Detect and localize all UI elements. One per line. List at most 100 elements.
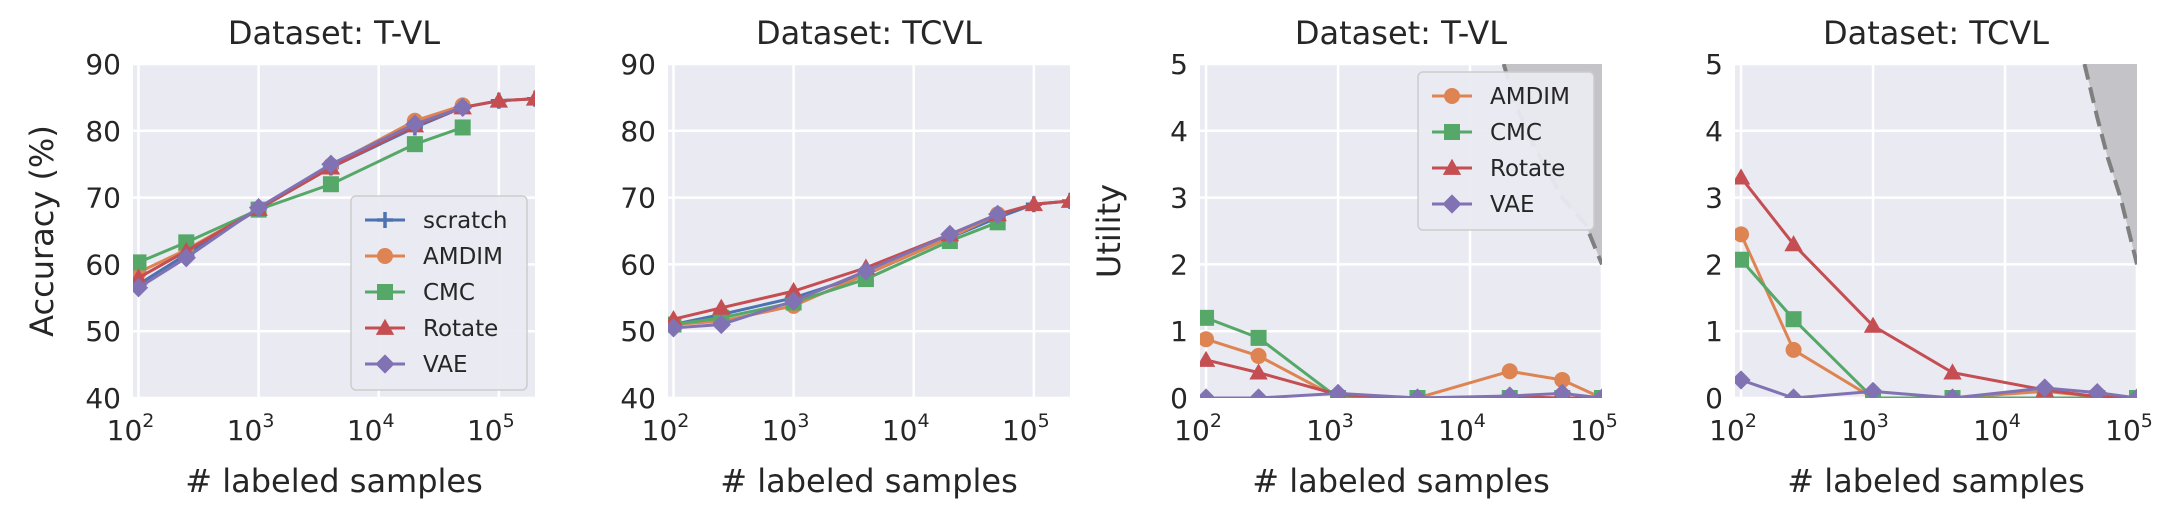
x-tick-label: 102	[1174, 410, 1222, 447]
x-tick-label: 104	[347, 410, 395, 447]
data-point	[2127, 388, 2137, 398]
series-line	[137, 106, 464, 290]
series-vae	[1200, 383, 1602, 398]
data-point	[176, 248, 196, 268]
plot-area	[668, 64, 1070, 398]
data-point	[453, 97, 473, 118]
legend-marker	[1444, 88, 1460, 104]
x-tick-label: 102	[1709, 410, 1757, 447]
y-tick-label: 40	[85, 382, 121, 415]
data-point	[1942, 388, 1963, 398]
data-point	[784, 281, 803, 299]
y-tick-label: 2	[1705, 248, 1723, 281]
data-point	[1328, 383, 1348, 398]
y-tick-label: 60	[620, 248, 656, 281]
data-point	[940, 224, 960, 244]
data-point	[1200, 331, 1215, 348]
y-axis-label: Utility	[1090, 184, 1128, 278]
data-point	[1249, 363, 1268, 380]
data-point	[322, 176, 339, 193]
data-point	[1500, 386, 1520, 398]
legend-label: scratch	[423, 208, 507, 234]
chart-panel-2: 40 50 60 70 80 90 102 103 104 105 Dataset: TCVL # l…	[620, 14, 1070, 500]
x-tick-label: 104	[882, 410, 930, 447]
x-axis-label: # labeled samples	[185, 462, 483, 500]
x-tick-label: 104	[1973, 410, 2021, 447]
y-tick-label: 3	[1705, 182, 1723, 215]
data-point	[711, 314, 731, 335]
data-point	[1735, 370, 1751, 390]
legend-label: VAE	[423, 352, 468, 378]
series-vae	[1735, 370, 2137, 398]
data-point	[1783, 388, 1804, 398]
data-point	[1735, 251, 1750, 268]
x-tick-label: 105	[2105, 410, 2153, 447]
y-tick-label: 1	[1705, 315, 1723, 348]
x-tick-label: 104	[1438, 410, 1486, 447]
y-tick-label: 50	[620, 315, 656, 348]
data-point	[405, 114, 425, 134]
y-tick-label: 40	[620, 382, 656, 415]
legend: scratch AMDIM CMC Rotate VAE	[350, 195, 528, 391]
y-tick-label: 90	[620, 48, 656, 81]
legend-marker	[377, 284, 393, 300]
y-tick-label: 50	[85, 315, 121, 348]
x-tick-label: 102	[642, 410, 690, 447]
chart-title: Dataset: TCVL	[756, 14, 982, 52]
x-tick-label: 105	[1570, 410, 1618, 447]
data-point	[2035, 378, 2055, 398]
series-line	[137, 97, 535, 280]
data-point	[1060, 191, 1070, 208]
data-point	[988, 204, 1008, 224]
y-tick-label: 4	[1705, 115, 1723, 148]
data-point	[249, 198, 269, 218]
y-tick-label: 90	[85, 48, 121, 81]
chart-title: Dataset: T-VL	[1295, 14, 1507, 52]
series-vae	[668, 204, 1008, 338]
data-point	[133, 278, 149, 298]
data-point	[668, 318, 684, 338]
data-point	[1735, 168, 1751, 185]
legend-label: Rotate	[1490, 156, 1565, 182]
data-point	[1552, 383, 1572, 398]
data-point	[1554, 371, 1571, 388]
data-point	[2087, 383, 2107, 398]
legend-marker	[375, 354, 395, 374]
legend-label: VAE	[1490, 192, 1535, 218]
y-axis-label: Accuracy (%)	[23, 125, 61, 337]
data-point	[1200, 309, 1215, 326]
legend-label: AMDIM	[1490, 84, 1570, 110]
x-tick-label: 103	[1841, 410, 1889, 447]
x-axis-label: # labeled samples	[1787, 462, 2085, 500]
data-point	[1735, 226, 1750, 243]
y-tick-label: 2	[1170, 248, 1188, 281]
data-point	[525, 89, 535, 106]
chart-panel-1: 40 50 60 70 80 90 102 103 104 105 Dataset: T-VL # l…	[23, 14, 535, 500]
y-tick-label: 80	[620, 115, 656, 148]
legend-marker	[377, 212, 393, 228]
data-point	[1863, 316, 1883, 333]
y-tick-label: 0	[1705, 382, 1723, 415]
data-point	[1248, 388, 1269, 398]
data-point	[1785, 311, 1802, 328]
legend-marker	[1442, 194, 1462, 214]
legend-marker	[1444, 124, 1460, 140]
data-point	[1784, 235, 1803, 252]
chart-panel-3: 0 1 2 3 4 5 102 103 104 105 Dataset: T-VL # labeled…	[1090, 14, 1618, 500]
x-tick-label: 105	[467, 410, 515, 447]
x-tick-label: 103	[762, 410, 810, 447]
data-point	[1200, 350, 1216, 367]
chart-panel-4: 0 1 2 3 4 5 102 103 104 105 Dataset: TCVL # labeled…	[1705, 14, 2153, 500]
y-tick-label: 0	[1170, 382, 1188, 415]
x-tick-label: 105	[1002, 410, 1050, 447]
data-point	[406, 136, 423, 153]
data-point	[489, 91, 509, 108]
y-tick-label: 80	[85, 115, 121, 148]
x-tick-label: 103	[1306, 410, 1354, 447]
data-point	[712, 298, 731, 315]
data-point	[1943, 363, 1962, 380]
chart-title: Dataset: T-VL	[228, 14, 440, 52]
y-tick-label: 4	[1170, 115, 1188, 148]
data-point	[1200, 388, 1216, 398]
